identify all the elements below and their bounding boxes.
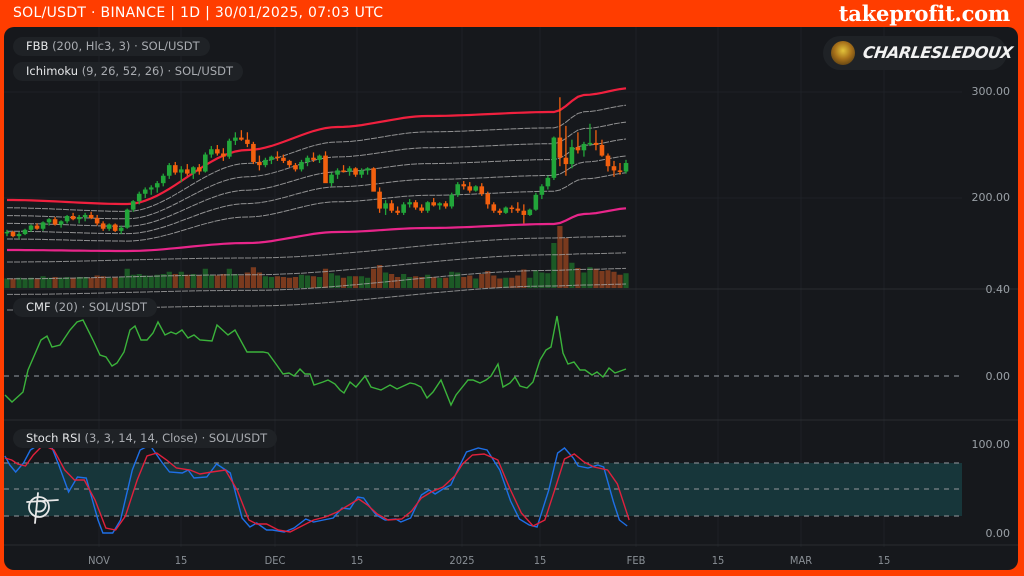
author-name: CHARLESLEDOUX [861,43,1014,62]
stoch-axis-label-100: 100.00 [971,438,1011,451]
price-axis-label-200: 200.00 [971,191,1011,204]
legend-stoch-rsi[interactable]: Stoch RSI (3, 3, 14, 14, Close) · SOL/US… [13,429,278,448]
legend-cmf[interactable]: CMF (20) · SOL/USDT [13,298,158,317]
time-axis-label: 15 [174,554,188,567]
legend-name: Ichimoku [26,64,79,78]
brand-logo[interactable]: takeprofit.com [838,1,1010,26]
stoch-axis-label-0: 0.00 [985,527,1011,540]
legend-symbol: SOL/USDT [208,431,268,445]
avatar [831,41,855,65]
takeprofit-watermark-icon [26,492,59,524]
legend-ichimoku[interactable]: Ichimoku (9, 26, 52, 26) · SOL/USDT [13,62,244,81]
author-badge[interactable]: CHARLESLEDOUX [823,36,1014,70]
legend-separator: · [81,300,86,314]
legend-name: Stoch RSI [26,431,81,445]
legend-symbol: SOL/USDT [88,300,148,314]
legend-params: (20) [54,300,78,314]
time-axis-label: DEC [264,554,286,567]
time-axis-label: 15 [350,554,364,567]
legend-params: (3, 3, 14, 14, Close) [84,431,198,445]
price-axis-label-300: 300.00 [971,85,1011,98]
time-axis-label: FEB [626,554,646,567]
legend-name: FBB [26,39,49,53]
time-axis-label: 15 [711,554,725,567]
time-axis-label: MAR [789,554,813,567]
legend-separator: · [167,64,172,78]
time-axis-label: 15 [533,554,547,567]
legend-separator: · [134,39,138,53]
time-axis-label: 15 [877,554,891,567]
chart-title: SOL/USDT · BINANCE | 1D | 30/01/2025, 07… [13,5,384,21]
chart-canvas[interactable] [4,27,1018,570]
legend-name: CMF [26,300,51,314]
time-axis-label: NOV [88,554,110,567]
legend-params: (9, 26, 52, 26) [81,64,164,78]
legend-symbol: SOL/USDT [141,39,200,53]
legend-params: (200, Hlc3, 3) [52,39,131,53]
legend-separator: · [201,431,206,445]
legend-symbol: SOL/USDT [174,64,234,78]
chart-panel[interactable]: FBB (200, Hlc3, 3) · SOL/USDT Ichimoku (… [4,27,1018,570]
cmf-axis-label-zero: 0.00 [985,370,1011,383]
time-axis-label: 2025 [449,554,475,567]
volume-axis-label: 0.40 [985,283,1011,296]
legend-fbb[interactable]: FBB (200, Hlc3, 3) · SOL/USDT [13,37,210,56]
